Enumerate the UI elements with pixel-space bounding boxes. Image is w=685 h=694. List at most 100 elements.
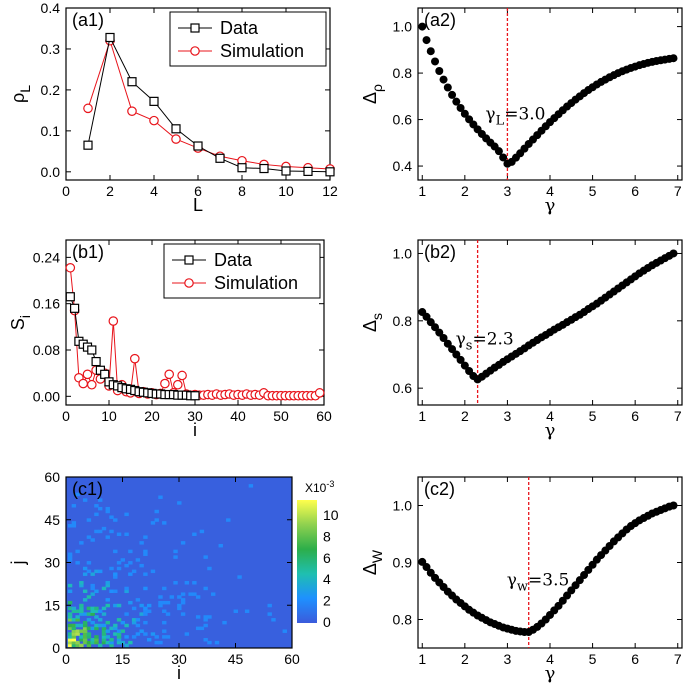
data-point — [448, 345, 457, 354]
data-point — [494, 147, 503, 156]
y-tick-label: 0.0 — [41, 164, 61, 180]
heatmap-cell — [101, 632, 107, 636]
heatmap-cell — [131, 606, 137, 611]
plot-frame — [417, 239, 683, 406]
heatmap-cell — [71, 504, 77, 508]
heatmap-cell — [67, 638, 73, 642]
heatmap-cell — [109, 638, 114, 642]
annotation-main: γ — [507, 570, 517, 590]
heatmap-cell — [116, 635, 122, 639]
heatmap-cell — [79, 581, 84, 585]
annotation: γL=3.0 — [485, 105, 545, 129]
heatmap-cell — [271, 618, 276, 622]
colorbar-tick-label: 0 — [323, 614, 331, 630]
heatmap-cell — [109, 529, 114, 534]
heatmap-cell — [173, 581, 178, 585]
heatmap-cell — [180, 612, 186, 616]
y-tick-label: 0.4 — [41, 0, 61, 16]
y-tick-label: 1.0 — [393, 19, 413, 35]
heatmap-cell — [218, 543, 223, 548]
data-point — [452, 97, 461, 106]
heatmap-cell — [67, 589, 73, 594]
y-tick-label: 0.24 — [33, 249, 60, 265]
heatmap-cell — [71, 643, 77, 648]
heatmap-cell — [113, 572, 118, 576]
heatmap-cell — [86, 640, 92, 645]
heatmap-cell — [71, 626, 77, 631]
heatmap-cell — [90, 626, 95, 631]
x-tick-label: 30 — [187, 408, 203, 424]
heatmap-cell — [79, 541, 84, 545]
data-point — [669, 501, 678, 510]
heatmap-cell — [79, 623, 84, 628]
heatmap-cell — [143, 612, 148, 616]
heatmap-cell — [180, 592, 186, 596]
heatmap-cell — [143, 609, 148, 613]
x-axis-label: γ — [545, 663, 556, 684]
x-tick-label: 6 — [194, 183, 202, 199]
y-tick-label: 0.8 — [393, 65, 413, 81]
heatmap-cell — [207, 640, 212, 645]
heatmap-cell — [154, 518, 159, 522]
heatmap-cell — [82, 635, 88, 639]
x-tick-label: 3 — [504, 651, 512, 667]
heatmap-cell — [105, 640, 110, 645]
data-point-square — [69, 303, 80, 313]
heatmap-cell — [86, 561, 92, 565]
heatmap-cell — [109, 626, 114, 631]
annotation-main: γ — [485, 105, 495, 125]
y-tick-label: 0.8 — [393, 612, 413, 628]
heatmap-cell — [101, 635, 107, 639]
heatmap-cell — [82, 638, 88, 642]
heatmap-cell — [150, 521, 156, 525]
x-tick-label: 4 — [546, 651, 554, 667]
panel-label: (a1) — [72, 10, 104, 30]
heatmap-cell — [82, 598, 88, 602]
heatmap-cell — [86, 632, 92, 636]
heatmap-cell — [195, 615, 201, 619]
heatmap-cell — [94, 609, 99, 613]
y-axis-label-sub: s — [369, 313, 385, 320]
heatmap-cell — [162, 620, 167, 625]
colorbar-tick-label: 8 — [323, 528, 331, 544]
panel-label: (c1) — [72, 479, 103, 499]
heatmap-cell — [67, 524, 73, 528]
heatmap-cell — [162, 609, 167, 613]
heatmap-cell — [79, 612, 84, 616]
x-tick-label: 3 — [504, 183, 512, 199]
heatmap-cell — [195, 626, 201, 631]
heatmap-cell — [82, 629, 88, 633]
heatmap-cell — [75, 492, 80, 497]
colorbar-label-exp: -3 — [326, 479, 334, 489]
heatmap-cell — [90, 606, 95, 611]
heatmap-cell — [124, 612, 129, 616]
heatmap-cell — [98, 609, 103, 613]
x-tick-label: 0 — [62, 651, 70, 667]
heatmap-cell — [150, 632, 156, 636]
data-point-circle — [130, 353, 140, 364]
heatmap-cell — [124, 635, 129, 639]
x-tick-label: 15 — [115, 651, 131, 667]
data-point-square — [237, 163, 247, 173]
x-axis-label: i — [193, 420, 197, 440]
data-point-square — [91, 356, 101, 367]
heatmap-cell — [177, 501, 182, 505]
y-axis-label: Si — [8, 315, 33, 330]
heatmap-cell — [82, 572, 88, 576]
data-point-square — [65, 292, 75, 302]
data-point-square — [190, 23, 200, 33]
heatmap-cell — [143, 552, 148, 556]
data-point-square — [149, 96, 159, 106]
heatmap-cell — [143, 535, 148, 539]
heatmap-cell — [86, 535, 92, 539]
heatmap-cell — [67, 606, 73, 611]
heatmap-cell — [71, 606, 77, 611]
heatmap-cell — [67, 623, 73, 628]
heatmap-cell — [203, 623, 208, 628]
x-tick-label: 5 — [589, 408, 597, 424]
heatmap-cell — [98, 506, 103, 511]
data-point-square — [215, 153, 225, 163]
heatmap-cell — [113, 589, 118, 594]
